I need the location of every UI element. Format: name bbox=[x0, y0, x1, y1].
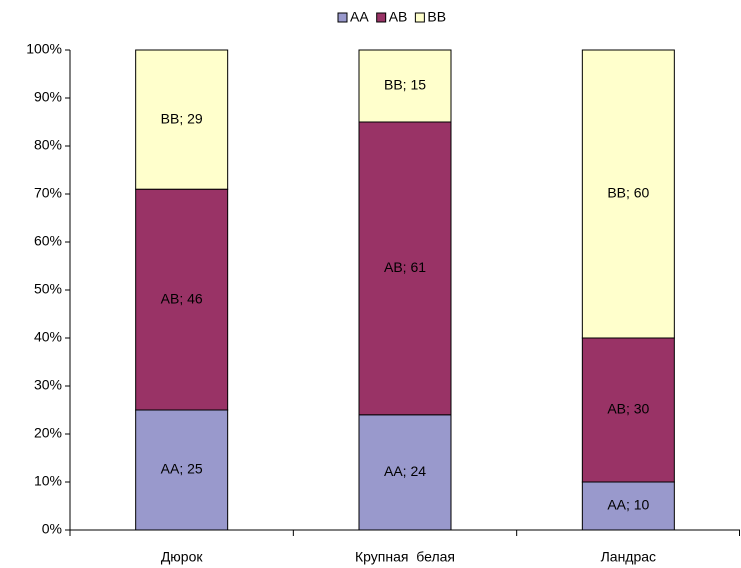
y-tick-label: 0% bbox=[42, 521, 62, 537]
data-label: AB; 61 bbox=[384, 259, 426, 275]
data-label: AB; 30 bbox=[607, 401, 649, 417]
legend-swatch bbox=[414, 12, 425, 23]
y-tick-label: 60% bbox=[34, 233, 62, 249]
data-label: AB; 46 bbox=[161, 290, 203, 306]
data-label: BB; 15 bbox=[384, 77, 426, 93]
legend-label: AB bbox=[389, 9, 408, 25]
data-label: BB; 60 bbox=[607, 185, 649, 201]
legend-label: AA bbox=[350, 9, 369, 25]
x-tick-label: Ландрас bbox=[601, 549, 656, 565]
y-tick-label: 70% bbox=[34, 185, 62, 201]
y-tick-label: 30% bbox=[34, 377, 62, 393]
y-tick-label: 100% bbox=[26, 41, 62, 57]
bar-segment bbox=[581, 49, 675, 339]
y-tick-label: 40% bbox=[34, 329, 62, 345]
legend-swatch bbox=[337, 12, 348, 23]
data-label: AA; 25 bbox=[161, 461, 203, 477]
bar-segment bbox=[135, 409, 229, 531]
y-tick-label: 10% bbox=[34, 473, 62, 489]
data-label: AA; 10 bbox=[607, 497, 649, 513]
bar-segment bbox=[135, 49, 229, 190]
bar-segment bbox=[358, 49, 452, 123]
bar-segment bbox=[358, 414, 452, 531]
bar-segment bbox=[135, 188, 229, 411]
bar-segment bbox=[581, 337, 675, 483]
x-tick-label: Крупная белая bbox=[355, 549, 455, 565]
y-tick-label: 20% bbox=[34, 425, 62, 441]
legend-swatch bbox=[376, 12, 387, 23]
y-tick-label: 90% bbox=[34, 89, 62, 105]
y-tick-label: 80% bbox=[34, 137, 62, 153]
data-label: BB; 29 bbox=[161, 110, 203, 126]
legend-label: BB bbox=[427, 9, 446, 25]
data-label: AA; 24 bbox=[384, 463, 426, 479]
x-tick-label: Дюрок bbox=[161, 549, 204, 565]
y-tick-label: 50% bbox=[34, 281, 62, 297]
bar-segment bbox=[358, 121, 452, 416]
